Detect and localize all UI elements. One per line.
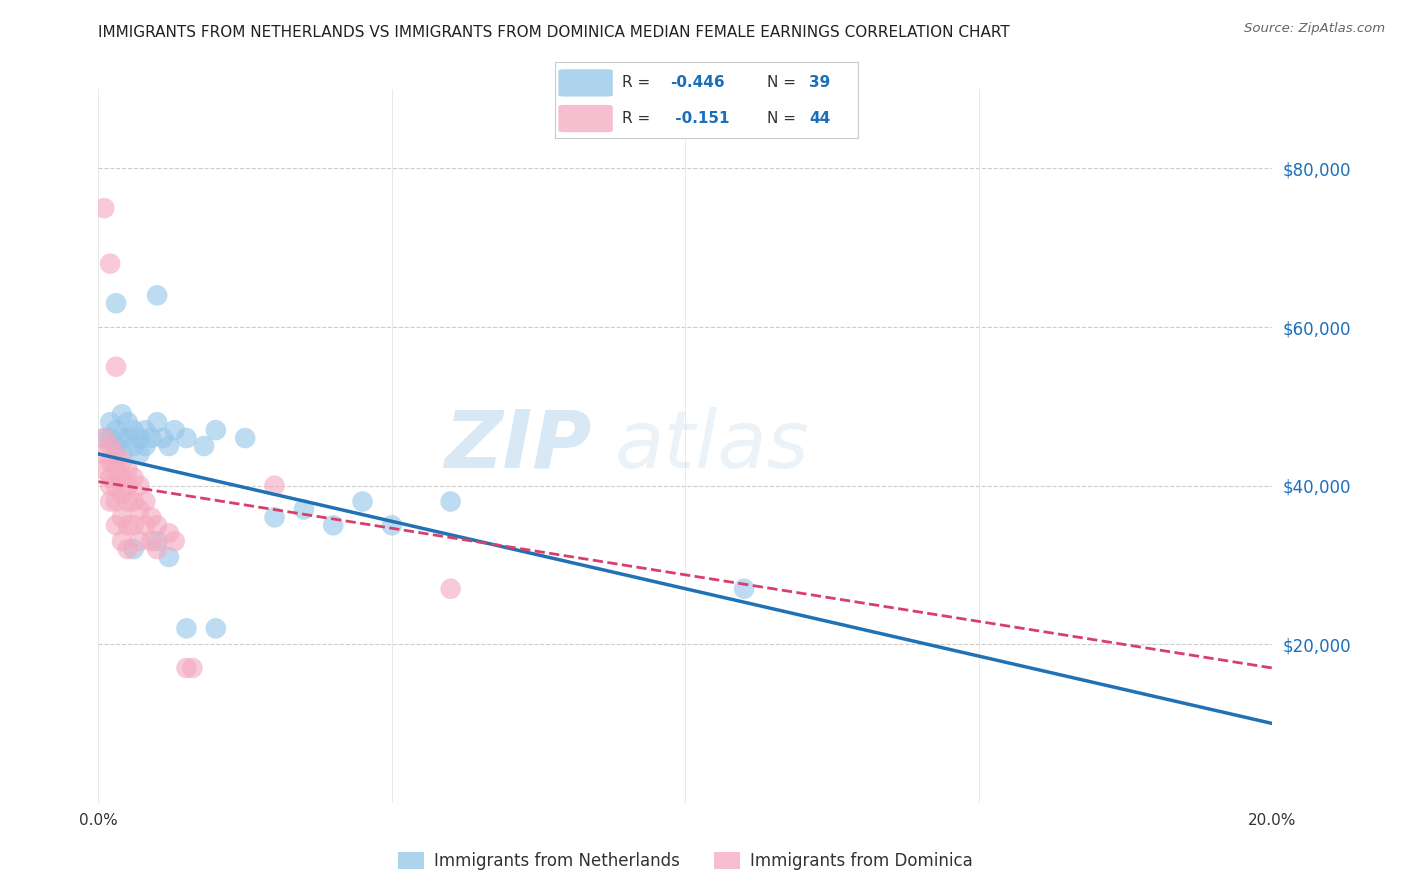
Point <box>105 296 128 310</box>
Point <box>381 518 404 533</box>
Point <box>157 439 180 453</box>
Point <box>134 494 156 508</box>
Text: N =: N = <box>768 111 801 126</box>
Point <box>141 534 163 549</box>
Point <box>146 415 169 429</box>
Point <box>105 359 128 374</box>
Point <box>157 526 180 541</box>
Point <box>205 423 228 437</box>
Point <box>117 542 139 557</box>
Text: R =: R = <box>621 111 655 126</box>
Text: IMMIGRANTS FROM NETHERLANDS VS IMMIGRANTS FROM DOMINICA MEDIAN FEMALE EARNINGS C: IMMIGRANTS FROM NETHERLANDS VS IMMIGRANT… <box>98 25 1010 40</box>
Point <box>152 431 174 445</box>
Point <box>105 439 128 453</box>
Point <box>440 582 463 596</box>
Point <box>93 463 115 477</box>
Text: ZIP: ZIP <box>444 407 592 485</box>
Point <box>111 471 134 485</box>
Point <box>128 534 150 549</box>
Point <box>157 549 180 564</box>
Point <box>205 621 228 635</box>
Point <box>105 423 128 437</box>
Text: -0.151: -0.151 <box>671 111 730 126</box>
Point <box>117 518 139 533</box>
Point <box>163 534 186 549</box>
Point <box>117 494 139 508</box>
Point <box>122 439 145 453</box>
Legend: Immigrants from Netherlands, Immigrants from Dominica: Immigrants from Netherlands, Immigrants … <box>391 845 980 877</box>
Point <box>163 423 186 437</box>
Point <box>176 431 198 445</box>
Point <box>105 478 128 492</box>
Point <box>93 201 115 215</box>
Point <box>122 423 145 437</box>
Point <box>134 423 156 437</box>
Text: 39: 39 <box>810 76 831 90</box>
Point <box>122 518 145 533</box>
Point <box>141 510 163 524</box>
Point <box>352 494 374 508</box>
Point <box>117 463 139 477</box>
Point <box>128 478 150 492</box>
Point <box>141 431 163 445</box>
Point <box>193 439 215 453</box>
Point <box>105 518 128 533</box>
Point <box>117 431 139 445</box>
Point <box>122 542 145 557</box>
Text: -0.446: -0.446 <box>671 76 725 90</box>
Point <box>111 455 134 469</box>
Point <box>134 439 156 453</box>
Point <box>93 431 115 445</box>
Point <box>111 431 134 445</box>
Point <box>98 494 121 508</box>
Point <box>98 439 121 453</box>
Point <box>181 661 204 675</box>
Point <box>134 518 156 533</box>
Text: N =: N = <box>768 76 801 90</box>
Point <box>122 471 145 485</box>
Point <box>105 447 128 461</box>
Point <box>98 455 121 469</box>
Point <box>93 447 115 461</box>
Point <box>440 494 463 508</box>
Point <box>111 447 134 461</box>
Point <box>93 431 115 445</box>
Point <box>98 478 121 492</box>
Point <box>128 431 150 445</box>
Point <box>105 494 128 508</box>
Point <box>263 510 285 524</box>
FancyBboxPatch shape <box>558 105 613 132</box>
Point <box>98 471 121 485</box>
Point <box>111 534 134 549</box>
Point <box>146 288 169 302</box>
Point <box>98 431 121 445</box>
Point <box>111 407 134 421</box>
Point <box>733 582 755 596</box>
Text: R =: R = <box>621 76 655 90</box>
Point <box>233 431 256 445</box>
Point <box>176 621 198 635</box>
Point <box>98 257 121 271</box>
Point <box>128 502 150 516</box>
Point <box>128 447 150 461</box>
Point <box>117 415 139 429</box>
Point <box>111 486 134 500</box>
FancyBboxPatch shape <box>558 70 613 96</box>
Point <box>176 661 198 675</box>
Point <box>146 518 169 533</box>
Point <box>111 510 134 524</box>
Point <box>146 542 169 557</box>
Point <box>98 415 121 429</box>
Point <box>263 478 285 492</box>
Text: Source: ZipAtlas.com: Source: ZipAtlas.com <box>1244 22 1385 36</box>
Text: 44: 44 <box>810 111 831 126</box>
Point <box>105 463 128 477</box>
Point <box>322 518 344 533</box>
Text: atlas: atlas <box>614 407 810 485</box>
Point <box>292 502 315 516</box>
Point <box>117 478 139 492</box>
Point <box>146 534 169 549</box>
Point <box>122 494 145 508</box>
